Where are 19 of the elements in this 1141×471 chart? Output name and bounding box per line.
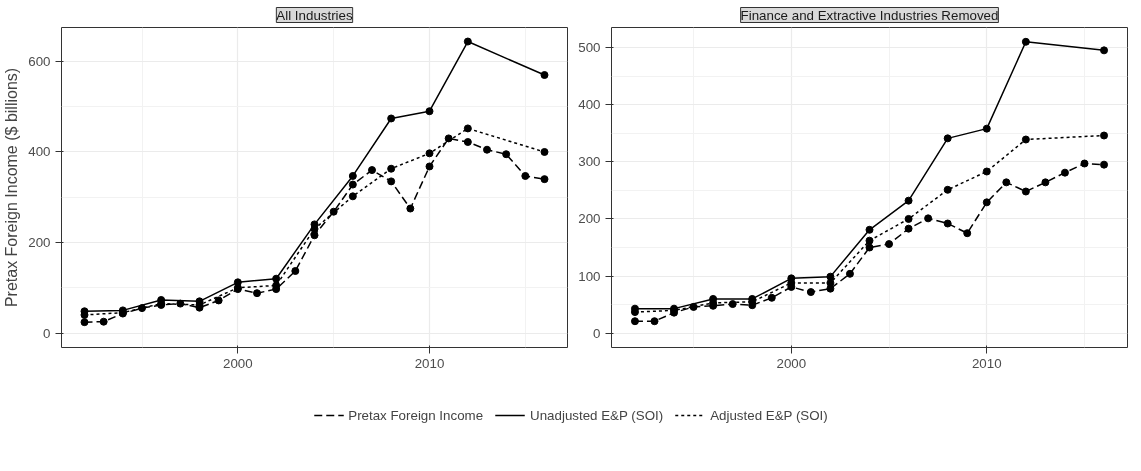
y-tick-label: 500 bbox=[578, 40, 601, 55]
legend-label: Adjusted E&P (SOI) bbox=[710, 407, 828, 423]
y-tick-label: 0 bbox=[593, 325, 601, 341]
y-tick-label: 600 bbox=[28, 53, 51, 69]
y-tick-label: 300 bbox=[578, 154, 601, 170]
x-tick-label: 2000 bbox=[223, 355, 253, 371]
y-tick-label: 200 bbox=[578, 211, 601, 227]
y-axis-title: Pretax Foreign Income ($ billions) bbox=[3, 67, 21, 308]
legend-label: Unadjusted E&P (SOI) bbox=[530, 407, 664, 423]
y-tick-label: 400 bbox=[28, 144, 51, 160]
y-tick-label: 400 bbox=[578, 97, 601, 113]
chart-title: Finance and Extractive Industries Removed bbox=[740, 7, 999, 23]
y-tick-label: 100 bbox=[578, 268, 601, 284]
y-tick-label: 0 bbox=[43, 325, 51, 341]
legend-label: Pretax Foreign Income bbox=[348, 407, 484, 423]
x-tick-label: 2010 bbox=[414, 355, 445, 371]
x-tick-label: 2010 bbox=[971, 355, 1002, 371]
x-tick-label: 2000 bbox=[776, 355, 807, 371]
y-tick-label: 200 bbox=[28, 234, 51, 250]
